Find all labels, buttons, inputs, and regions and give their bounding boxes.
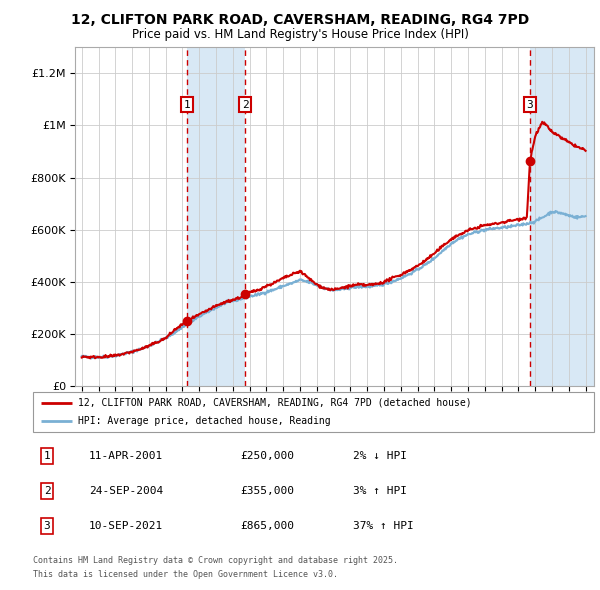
Text: £865,000: £865,000 [241, 521, 295, 531]
Text: 2% ↓ HPI: 2% ↓ HPI [353, 451, 407, 461]
Bar [187, 47, 245, 386]
Text: 3% ↑ HPI: 3% ↑ HPI [353, 486, 407, 496]
Text: 1: 1 [184, 100, 191, 110]
Text: 2: 2 [44, 486, 50, 496]
Text: 12, CLIFTON PARK ROAD, CAVERSHAM, READING, RG4 7PD: 12, CLIFTON PARK ROAD, CAVERSHAM, READIN… [71, 13, 529, 27]
Text: 37% ↑ HPI: 37% ↑ HPI [353, 521, 413, 531]
Text: £250,000: £250,000 [241, 451, 295, 461]
Text: 12, CLIFTON PARK ROAD, CAVERSHAM, READING, RG4 7PD (detached house): 12, CLIFTON PARK ROAD, CAVERSHAM, READIN… [78, 398, 472, 408]
Text: HPI: Average price, detached house, Reading: HPI: Average price, detached house, Read… [78, 416, 331, 426]
Text: 11-APR-2001: 11-APR-2001 [89, 451, 163, 461]
Text: Price paid vs. HM Land Registry's House Price Index (HPI): Price paid vs. HM Land Registry's House … [131, 28, 469, 41]
Text: This data is licensed under the Open Government Licence v3.0.: This data is licensed under the Open Gov… [33, 570, 338, 579]
FancyBboxPatch shape [33, 392, 594, 432]
Text: 2: 2 [242, 100, 248, 110]
Text: £355,000: £355,000 [241, 486, 295, 496]
Text: 10-SEP-2021: 10-SEP-2021 [89, 521, 163, 531]
Text: 3: 3 [44, 521, 50, 531]
Text: 24-SEP-2004: 24-SEP-2004 [89, 486, 163, 496]
Text: Contains HM Land Registry data © Crown copyright and database right 2025.: Contains HM Land Registry data © Crown c… [33, 556, 398, 565]
Text: 3: 3 [527, 100, 533, 110]
Text: 1: 1 [44, 451, 50, 461]
Bar [530, 47, 594, 386]
